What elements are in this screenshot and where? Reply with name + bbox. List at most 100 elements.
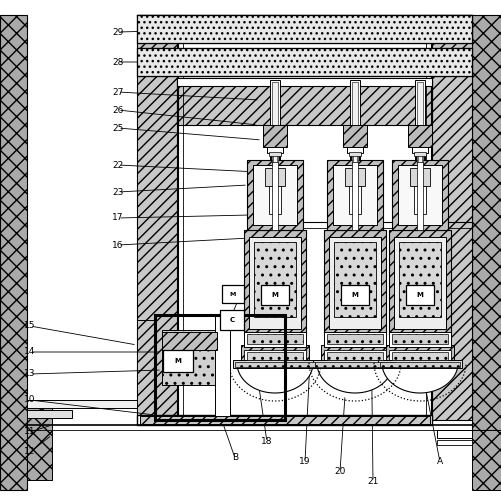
Bar [333,242,375,317]
Text: C: C [234,295,240,304]
Bar [320,345,388,363]
Bar [155,315,285,420]
Bar [177,80,431,125]
Bar [137,15,471,43]
Bar [313,360,396,368]
Bar [162,332,216,350]
Text: 13: 13 [24,370,36,378]
Bar [344,168,364,186]
Bar [471,430,501,490]
Bar [27,400,52,480]
Bar [385,345,453,363]
Text: M: M [351,292,358,298]
Bar [379,362,459,367]
Bar [405,285,433,305]
Bar [391,160,447,230]
Bar [397,165,441,225]
Text: 21: 21 [367,477,378,486]
Bar [391,334,447,344]
Bar [413,186,425,214]
Bar [471,15,501,430]
Bar [248,237,301,329]
Bar [254,242,296,317]
Bar [388,332,450,347]
Bar [352,154,356,222]
Bar [393,237,445,329]
Bar [326,334,382,344]
Bar [409,168,429,186]
Bar [243,332,306,347]
Bar [270,80,280,185]
Bar [267,147,283,153]
Text: 14: 14 [24,348,36,357]
Text: 15: 15 [24,321,36,330]
Bar [388,230,450,335]
Text: 28: 28 [112,57,123,66]
Bar [163,350,192,372]
Bar [326,160,382,230]
Bar [27,410,72,418]
Bar [388,350,450,362]
Bar [27,400,137,408]
Bar [269,152,281,156]
Bar [326,352,382,360]
Text: 10: 10 [24,395,36,404]
Bar [348,186,360,214]
Bar [177,78,431,86]
Bar [272,162,278,230]
Text: 25: 25 [112,124,123,132]
Text: 11: 11 [24,428,36,437]
Text: A: A [436,458,442,466]
Bar [263,125,287,147]
Bar [243,230,306,335]
Text: 18: 18 [261,438,272,447]
Text: M: M [271,292,278,298]
Polygon shape [381,363,457,393]
Text: 12: 12 [24,448,36,457]
Bar [246,334,303,344]
Bar [377,360,461,368]
Bar [0,15,27,490]
Bar [272,82,278,185]
Bar [436,440,471,445]
Bar [232,360,316,368]
Bar [137,15,177,420]
Bar [253,165,297,225]
Bar [221,285,243,303]
Bar [234,362,314,367]
Bar [391,352,447,360]
Bar [351,82,357,185]
Bar [417,154,421,222]
Bar [398,242,440,317]
Bar [269,186,281,214]
Text: 29: 29 [112,28,123,37]
Bar [265,168,285,186]
Text: 16: 16 [112,240,124,249]
Bar [137,415,431,425]
Bar [348,152,360,156]
Bar [240,345,309,363]
Bar [271,152,279,222]
Text: 20: 20 [334,467,345,476]
Text: B: B [231,454,237,462]
Bar [137,48,471,76]
Bar [246,352,303,360]
Bar [411,147,427,153]
Bar [328,237,380,329]
Bar [323,332,385,347]
Bar [346,147,362,153]
Bar [413,152,425,156]
Bar [323,350,385,362]
Bar [332,165,376,225]
Bar [273,154,277,222]
Text: 22: 22 [112,160,123,170]
Bar [340,285,368,305]
Text: C: C [229,317,234,323]
Text: 27: 27 [112,88,123,97]
Bar [323,230,385,335]
Text: M: M [416,292,423,298]
Bar [351,162,357,230]
Bar [140,416,429,424]
Bar [431,15,471,420]
Bar [349,80,359,185]
